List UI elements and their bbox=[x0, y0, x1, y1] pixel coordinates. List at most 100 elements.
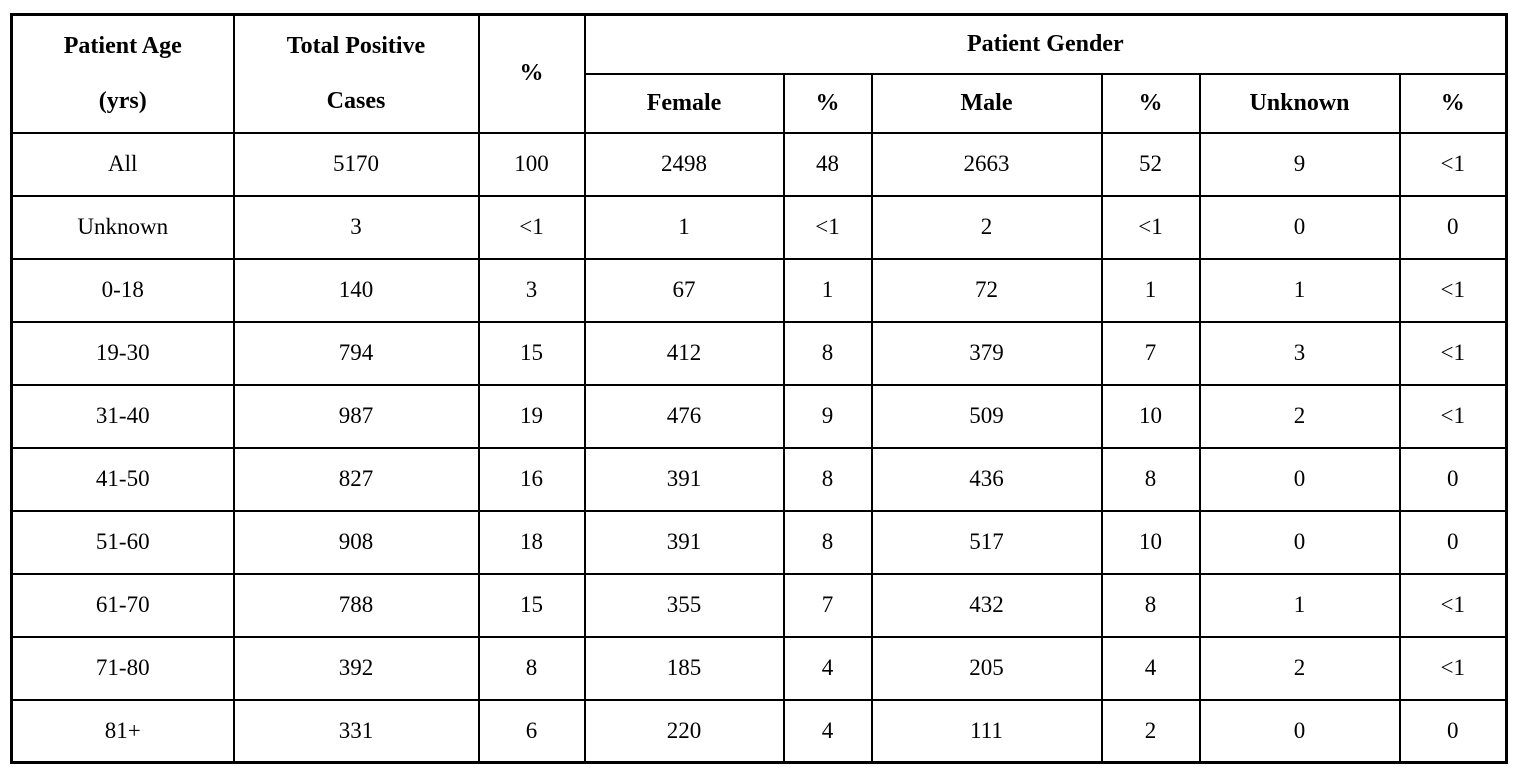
cell-male-pct: 10 bbox=[1100, 509, 1201, 575]
table-row-unknown: Unknown 3 <1 1 <1 2 <1 0 0 bbox=[10, 194, 1508, 260]
cell-age: All bbox=[10, 131, 235, 197]
table-row-31-40: 31-40 987 19 476 9 509 10 2 <1 bbox=[10, 383, 1508, 449]
header-male-pct: % bbox=[1100, 72, 1201, 134]
cell-male-pct: 8 bbox=[1100, 572, 1201, 638]
header-total-positive-cases: Total Positive Cases bbox=[232, 13, 480, 134]
cell-unknown: 1 bbox=[1198, 572, 1401, 638]
cell-female: 67 bbox=[583, 257, 785, 323]
cell-male: 436 bbox=[870, 446, 1103, 512]
cell-total: 140 bbox=[232, 257, 480, 323]
cell-female-pct: 8 bbox=[782, 446, 873, 512]
cell-female-pct: 9 bbox=[782, 383, 873, 449]
cell-total: 827 bbox=[232, 446, 480, 512]
cell-female: 476 bbox=[583, 383, 785, 449]
cell-unknown-pct: <1 bbox=[1398, 572, 1508, 638]
cell-unknown: 3 bbox=[1198, 320, 1401, 386]
cell-total-pct: 100 bbox=[477, 131, 586, 197]
cell-total: 794 bbox=[232, 320, 480, 386]
header-patient-gender-group: Patient Gender bbox=[583, 13, 1508, 75]
cell-age: 0-18 bbox=[10, 257, 235, 323]
header-female: Female bbox=[583, 72, 785, 134]
cell-total-pct: 19 bbox=[477, 383, 586, 449]
cell-female: 355 bbox=[583, 572, 785, 638]
cell-female-pct: 4 bbox=[782, 635, 873, 701]
cell-male-pct: 2 bbox=[1100, 698, 1201, 764]
cell-age: 19-30 bbox=[10, 320, 235, 386]
cell-female: 391 bbox=[583, 446, 785, 512]
cell-male-pct: 10 bbox=[1100, 383, 1201, 449]
cell-unknown-pct: <1 bbox=[1398, 320, 1508, 386]
table-row-51-60: 51-60 908 18 391 8 517 10 0 0 bbox=[10, 509, 1508, 575]
cell-male: 509 bbox=[870, 383, 1103, 449]
cell-total: 987 bbox=[232, 383, 480, 449]
cell-unknown: 1 bbox=[1198, 257, 1401, 323]
cell-male-pct: <1 bbox=[1100, 194, 1201, 260]
cell-total: 331 bbox=[232, 698, 480, 764]
cell-male: 111 bbox=[870, 698, 1103, 764]
cell-male: 205 bbox=[870, 635, 1103, 701]
header-unknown: Unknown bbox=[1198, 72, 1401, 134]
table-row-61-70: 61-70 788 15 355 7 432 8 1 <1 bbox=[10, 572, 1508, 638]
header-patient-age: Patient Age (yrs) bbox=[10, 13, 235, 134]
cell-unknown: 2 bbox=[1198, 635, 1401, 701]
cell-female-pct: 4 bbox=[782, 698, 873, 764]
cell-total: 788 bbox=[232, 572, 480, 638]
table-row-all: All 5170 100 2498 48 2663 52 9 <1 bbox=[10, 131, 1508, 197]
cell-female: 220 bbox=[583, 698, 785, 764]
patient-demographics-table: Patient Age (yrs) Total Positive Cases %… bbox=[10, 13, 1509, 764]
cell-unknown: 0 bbox=[1198, 698, 1401, 764]
cell-male: 72 bbox=[870, 257, 1103, 323]
cell-total: 3 bbox=[232, 194, 480, 260]
cell-female: 412 bbox=[583, 320, 785, 386]
cell-female: 391 bbox=[583, 509, 785, 575]
cell-unknown: 0 bbox=[1198, 194, 1401, 260]
cell-total-pct: 6 bbox=[477, 698, 586, 764]
cell-unknown-pct: 0 bbox=[1398, 698, 1508, 764]
cell-total-pct: 15 bbox=[477, 320, 586, 386]
cell-total: 5170 bbox=[232, 131, 480, 197]
cell-male-pct: 4 bbox=[1100, 635, 1201, 701]
cell-age: 41-50 bbox=[10, 446, 235, 512]
cell-female-pct: 8 bbox=[782, 509, 873, 575]
table-row-41-50: 41-50 827 16 391 8 436 8 0 0 bbox=[10, 446, 1508, 512]
header-female-pct: % bbox=[782, 72, 873, 134]
cell-male: 2663 bbox=[870, 131, 1103, 197]
cell-age: 51-60 bbox=[10, 509, 235, 575]
cell-unknown-pct: 0 bbox=[1398, 509, 1508, 575]
cell-unknown: 2 bbox=[1198, 383, 1401, 449]
table-row-81plus: 81+ 331 6 220 4 111 2 0 0 bbox=[10, 698, 1508, 764]
cell-female: 185 bbox=[583, 635, 785, 701]
cell-male-pct: 52 bbox=[1100, 131, 1201, 197]
cell-unknown-pct: <1 bbox=[1398, 635, 1508, 701]
cell-total: 908 bbox=[232, 509, 480, 575]
table-row-71-80: 71-80 392 8 185 4 205 4 2 <1 bbox=[10, 635, 1508, 701]
cell-male: 379 bbox=[870, 320, 1103, 386]
cell-unknown-pct: 0 bbox=[1398, 194, 1508, 260]
cell-age: 31-40 bbox=[10, 383, 235, 449]
cell-female-pct: 48 bbox=[782, 131, 873, 197]
cell-total-pct: 15 bbox=[477, 572, 586, 638]
cell-total: 392 bbox=[232, 635, 480, 701]
header-row-group: Patient Age (yrs) Total Positive Cases %… bbox=[10, 13, 1508, 134]
cell-female: 2498 bbox=[583, 131, 785, 197]
cell-unknown-pct: <1 bbox=[1398, 257, 1508, 323]
cell-unknown: 9 bbox=[1198, 131, 1401, 197]
cell-female-pct: <1 bbox=[782, 194, 873, 260]
cell-total-pct: <1 bbox=[477, 194, 586, 260]
header-row-sub: Female % Male % Unknown % bbox=[12, 72, 1508, 134]
cell-total-pct: 3 bbox=[477, 257, 586, 323]
header-male: Male bbox=[870, 72, 1103, 134]
cell-female-pct: 1 bbox=[782, 257, 873, 323]
cell-unknown-pct: 0 bbox=[1398, 446, 1508, 512]
cell-female-pct: 8 bbox=[782, 320, 873, 386]
cell-age: Unknown bbox=[10, 194, 235, 260]
header-total-pct: % bbox=[477, 13, 586, 134]
cell-unknown: 0 bbox=[1198, 446, 1401, 512]
cell-age: 81+ bbox=[10, 698, 235, 764]
cell-male: 517 bbox=[870, 509, 1103, 575]
cell-male-pct: 8 bbox=[1100, 446, 1201, 512]
cell-female: 1 bbox=[583, 194, 785, 260]
table-row-0-18: 0-18 140 3 67 1 72 1 1 <1 bbox=[10, 257, 1508, 323]
cell-age: 71-80 bbox=[10, 635, 235, 701]
table-row-19-30: 19-30 794 15 412 8 379 7 3 <1 bbox=[10, 320, 1508, 386]
